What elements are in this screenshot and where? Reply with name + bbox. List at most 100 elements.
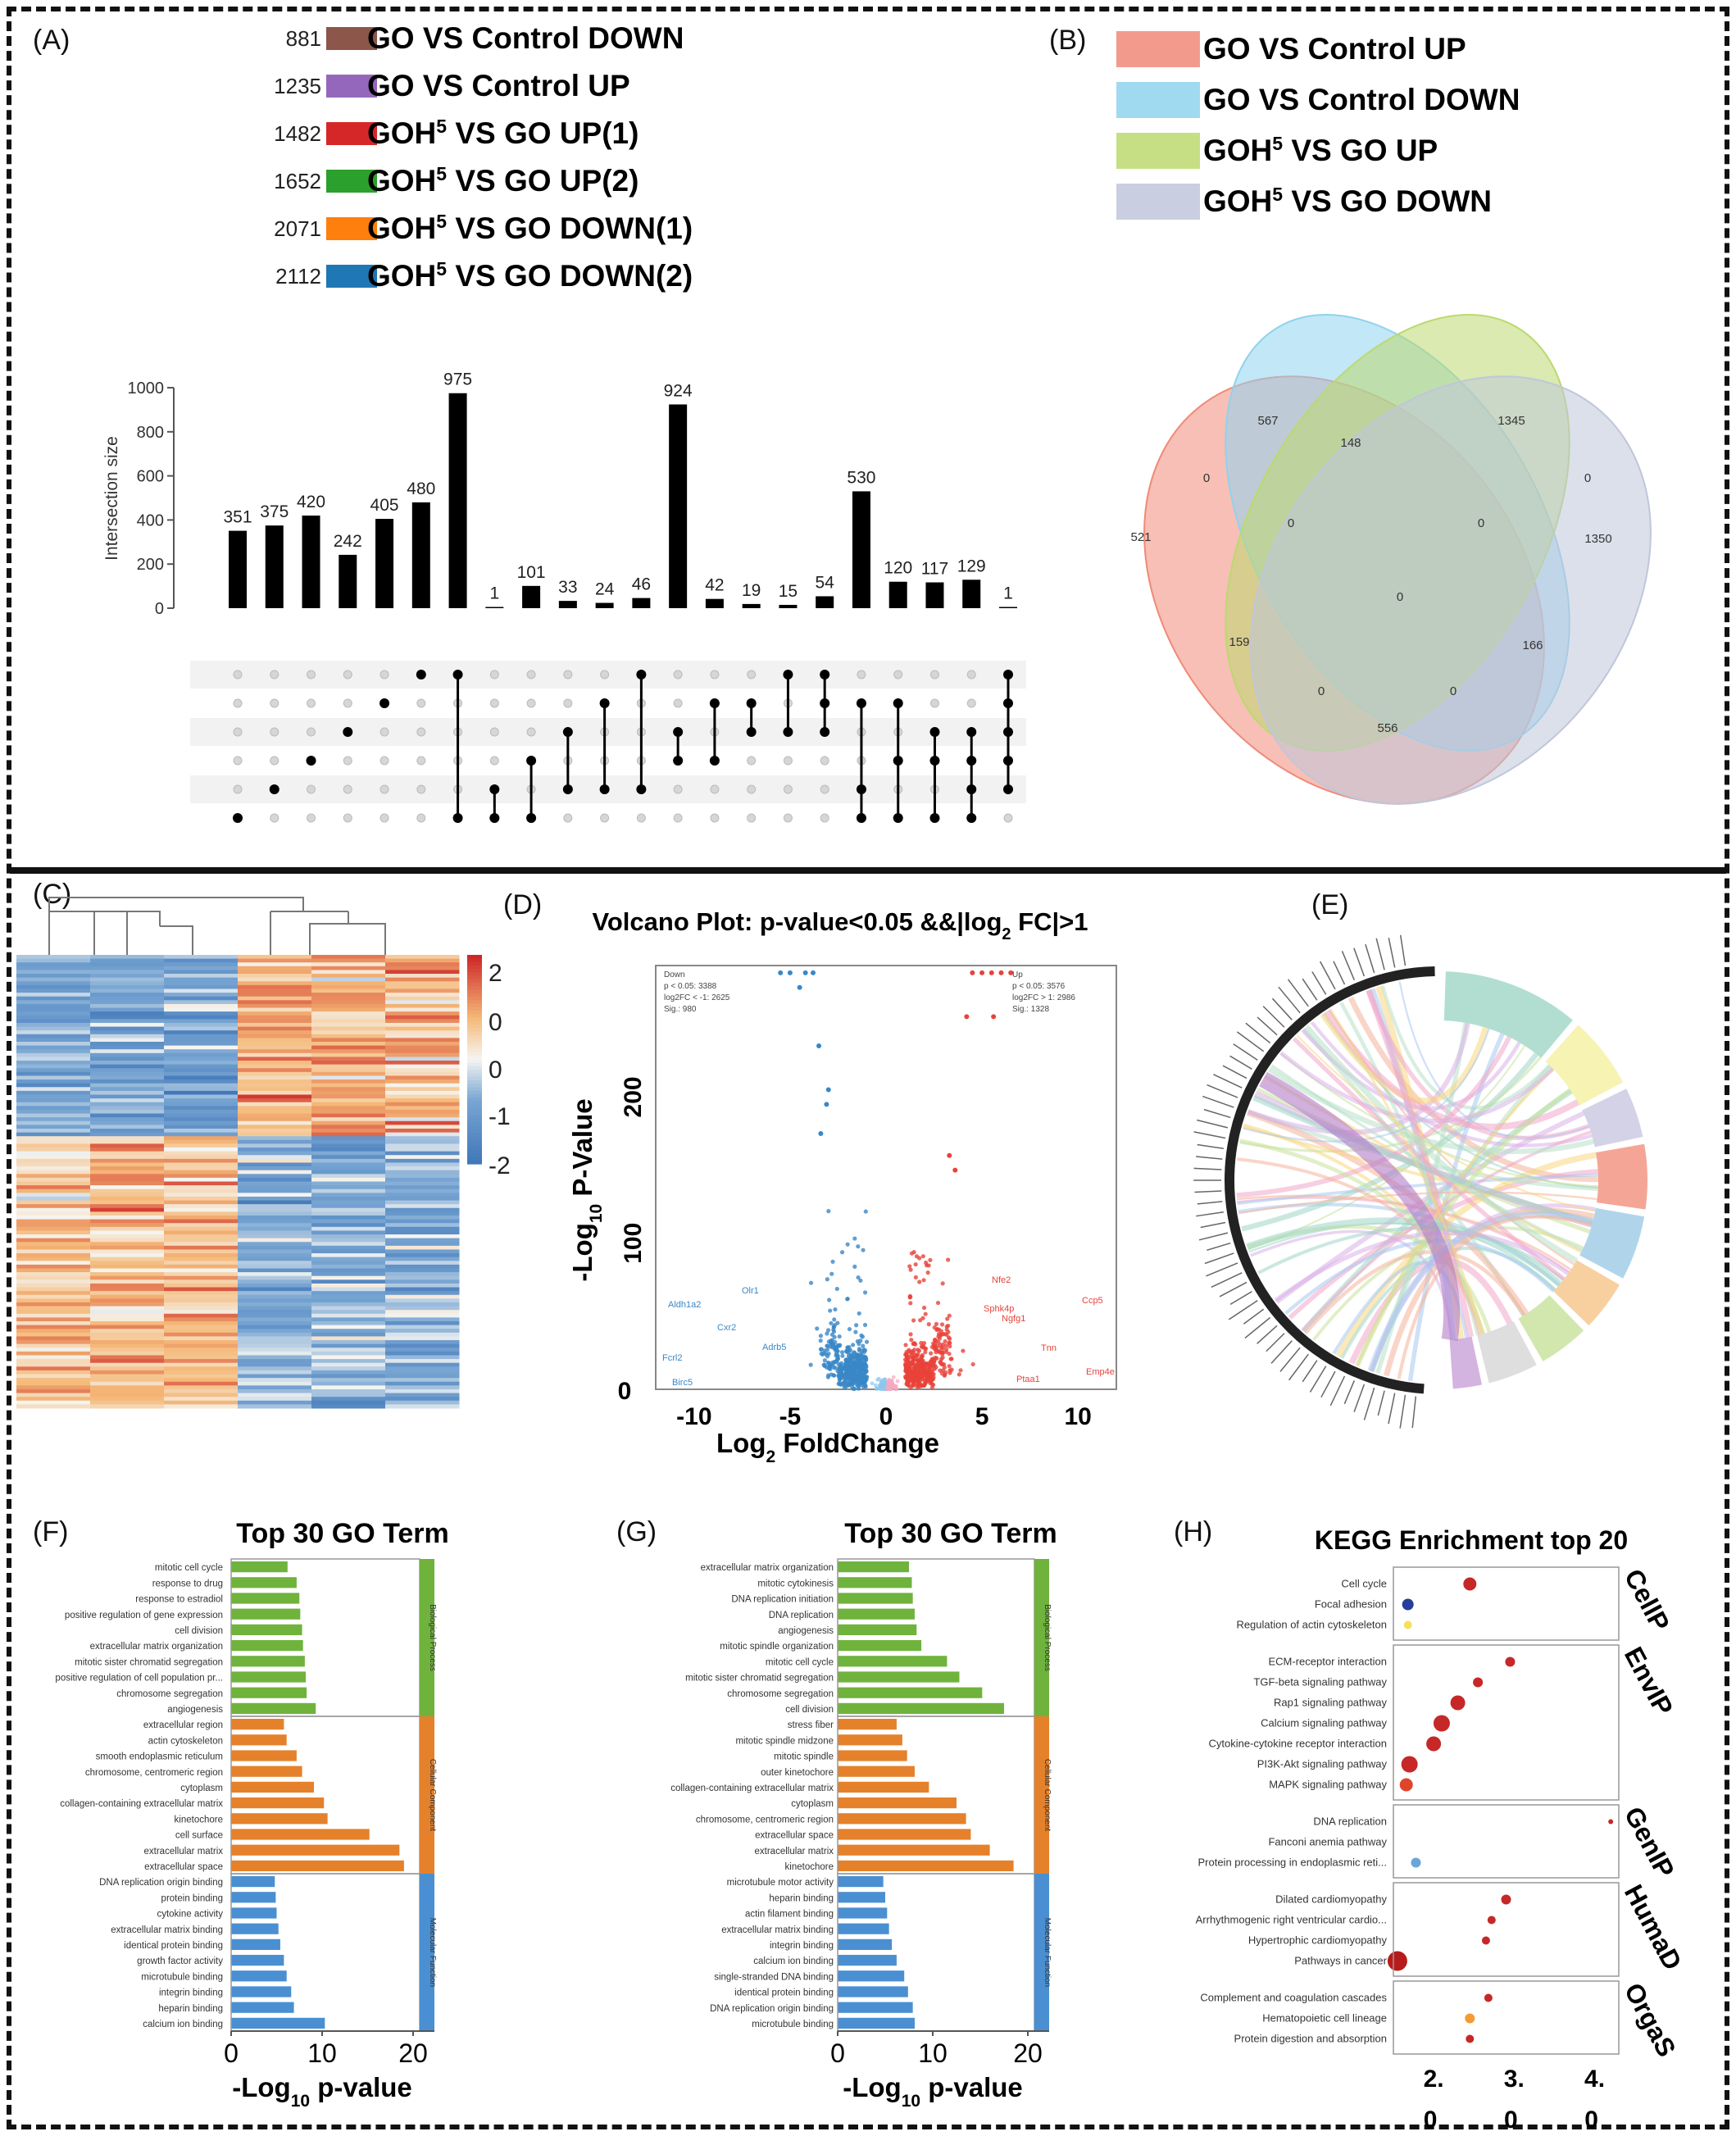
heatmap-cell bbox=[238, 1268, 312, 1273]
matrix-dot-empty bbox=[489, 670, 499, 679]
heatmap-cell bbox=[385, 1366, 460, 1371]
colorbar-segment bbox=[467, 1011, 482, 1015]
kegg-dot bbox=[1401, 1756, 1418, 1773]
heatmap-cell bbox=[238, 1283, 312, 1288]
heatmap-cell bbox=[16, 1275, 91, 1280]
kegg-dot bbox=[1473, 1677, 1484, 1688]
volcano-point bbox=[838, 1366, 843, 1372]
matrix-dot-empty bbox=[270, 756, 279, 766]
heatmap-cell bbox=[90, 1136, 165, 1141]
colorbar-segment bbox=[467, 1038, 482, 1043]
colorbar-segment bbox=[467, 1028, 482, 1033]
chord-gene-tick bbox=[1278, 986, 1301, 1014]
matrix-dot-empty bbox=[747, 813, 757, 823]
volcano-point bbox=[864, 1339, 870, 1344]
heatmap-cell bbox=[90, 1079, 165, 1084]
heatmap-cell bbox=[164, 1249, 239, 1254]
heatmap-cell bbox=[90, 1291, 165, 1296]
chord-gene-tick bbox=[1377, 1390, 1385, 1416]
heatmap-cell bbox=[385, 1071, 460, 1076]
heatmap-cell bbox=[311, 1057, 386, 1061]
heatmap-cell bbox=[164, 1003, 239, 1009]
kegg-dot bbox=[1484, 1993, 1493, 2002]
heatmap-cell bbox=[164, 1230, 239, 1235]
venn-region-count: 567 bbox=[1257, 414, 1278, 428]
heatmap-cell bbox=[16, 1174, 91, 1179]
matrix-dot-empty bbox=[966, 670, 976, 679]
heatmap-cell bbox=[90, 1378, 165, 1383]
set-color-swatch bbox=[326, 27, 377, 50]
kegg-group-name: OrgaS bbox=[1619, 1978, 1682, 2061]
heatmap-cell bbox=[164, 1204, 239, 1209]
go-x-tick-label: 10 bbox=[307, 2038, 337, 2068]
heatmap-cell bbox=[16, 1098, 91, 1103]
heatmap-cell bbox=[90, 1340, 165, 1345]
heatmap-cell bbox=[238, 1340, 312, 1345]
volcano-point bbox=[979, 970, 985, 975]
go-bar bbox=[231, 1640, 303, 1652]
heatmap-cell bbox=[16, 1148, 91, 1152]
heatmap-cell bbox=[238, 1332, 312, 1337]
heatmap-cell bbox=[164, 1071, 239, 1076]
heatmap-cell bbox=[90, 1211, 165, 1216]
heatmap-cell bbox=[311, 1041, 386, 1047]
kegg-dot bbox=[1466, 2034, 1475, 2043]
heatmap-cell bbox=[90, 1019, 165, 1024]
heatmap-cell bbox=[311, 1336, 386, 1341]
heatmap-cell bbox=[16, 1106, 91, 1111]
intersection-bar bbox=[816, 596, 834, 608]
heatmap-cell bbox=[16, 984, 91, 989]
kegg-term-label: Cell cycle bbox=[1341, 1578, 1387, 1590]
bar-value-label: 351 bbox=[223, 508, 252, 527]
matrix-dot-filled bbox=[416, 670, 426, 679]
heatmap-cell bbox=[238, 1306, 312, 1311]
heatmap-cell bbox=[90, 1045, 165, 1050]
heatmap-cell bbox=[164, 1170, 239, 1175]
chord-gene-tick bbox=[1288, 1353, 1309, 1381]
heatmap-cell bbox=[164, 988, 239, 993]
heatmap-cell bbox=[90, 1261, 165, 1266]
colorbar-tick-label: 0 bbox=[489, 1057, 502, 1084]
outer-frame bbox=[7, 7, 1729, 2129]
heatmap-cell bbox=[90, 1090, 165, 1096]
heatmap-cell bbox=[238, 1343, 312, 1348]
heatmap-cell bbox=[311, 1185, 386, 1190]
heatmap-cell bbox=[16, 1226, 91, 1231]
kegg-group-frame bbox=[1393, 1980, 1620, 2055]
venn-region-count: 166 bbox=[1522, 639, 1543, 652]
volcano-point bbox=[907, 1264, 912, 1269]
heatmap-cell bbox=[238, 1071, 312, 1076]
colorbar-segment bbox=[467, 1129, 482, 1134]
matrix-dot-empty bbox=[343, 670, 352, 679]
heatmap-cell bbox=[311, 1381, 386, 1386]
volcano-point bbox=[851, 1374, 856, 1379]
heatmap-cell bbox=[90, 1253, 165, 1258]
heatmap-cell bbox=[164, 955, 239, 960]
set-color-swatch bbox=[326, 170, 377, 193]
chord-gene-tick bbox=[1207, 1084, 1238, 1098]
heatmap-cell bbox=[385, 1397, 460, 1402]
go-group-name: Molecular Function bbox=[428, 1918, 437, 1987]
chord-gene-tick bbox=[1196, 1211, 1224, 1217]
heatmap-cell bbox=[16, 1245, 91, 1250]
heatmap-cell bbox=[164, 1393, 239, 1397]
volcano-point bbox=[908, 1267, 913, 1272]
chord-gene-tick bbox=[1228, 1300, 1258, 1320]
heatmap-cell bbox=[385, 1321, 460, 1326]
heatmap-cell bbox=[90, 1393, 165, 1397]
volcano-point bbox=[829, 1332, 834, 1337]
heatmap-cell bbox=[16, 1400, 91, 1405]
heatmap-cell bbox=[238, 1374, 312, 1379]
go-term-label: calcium ion binding bbox=[143, 2020, 223, 2029]
bar-value-label: 1 bbox=[489, 584, 499, 603]
bar-value-label: 480 bbox=[407, 479, 435, 498]
heatmap-cell bbox=[164, 1343, 239, 1348]
heatmap-cell bbox=[90, 1120, 165, 1125]
volcano-point bbox=[917, 1372, 922, 1377]
heatmap-cell bbox=[238, 1211, 312, 1216]
matrix-dot-empty bbox=[416, 756, 426, 766]
heatmap-cell bbox=[238, 1185, 312, 1190]
go-term-label: integrin binding bbox=[159, 1988, 223, 1998]
heatmap-cell bbox=[311, 1015, 386, 1020]
